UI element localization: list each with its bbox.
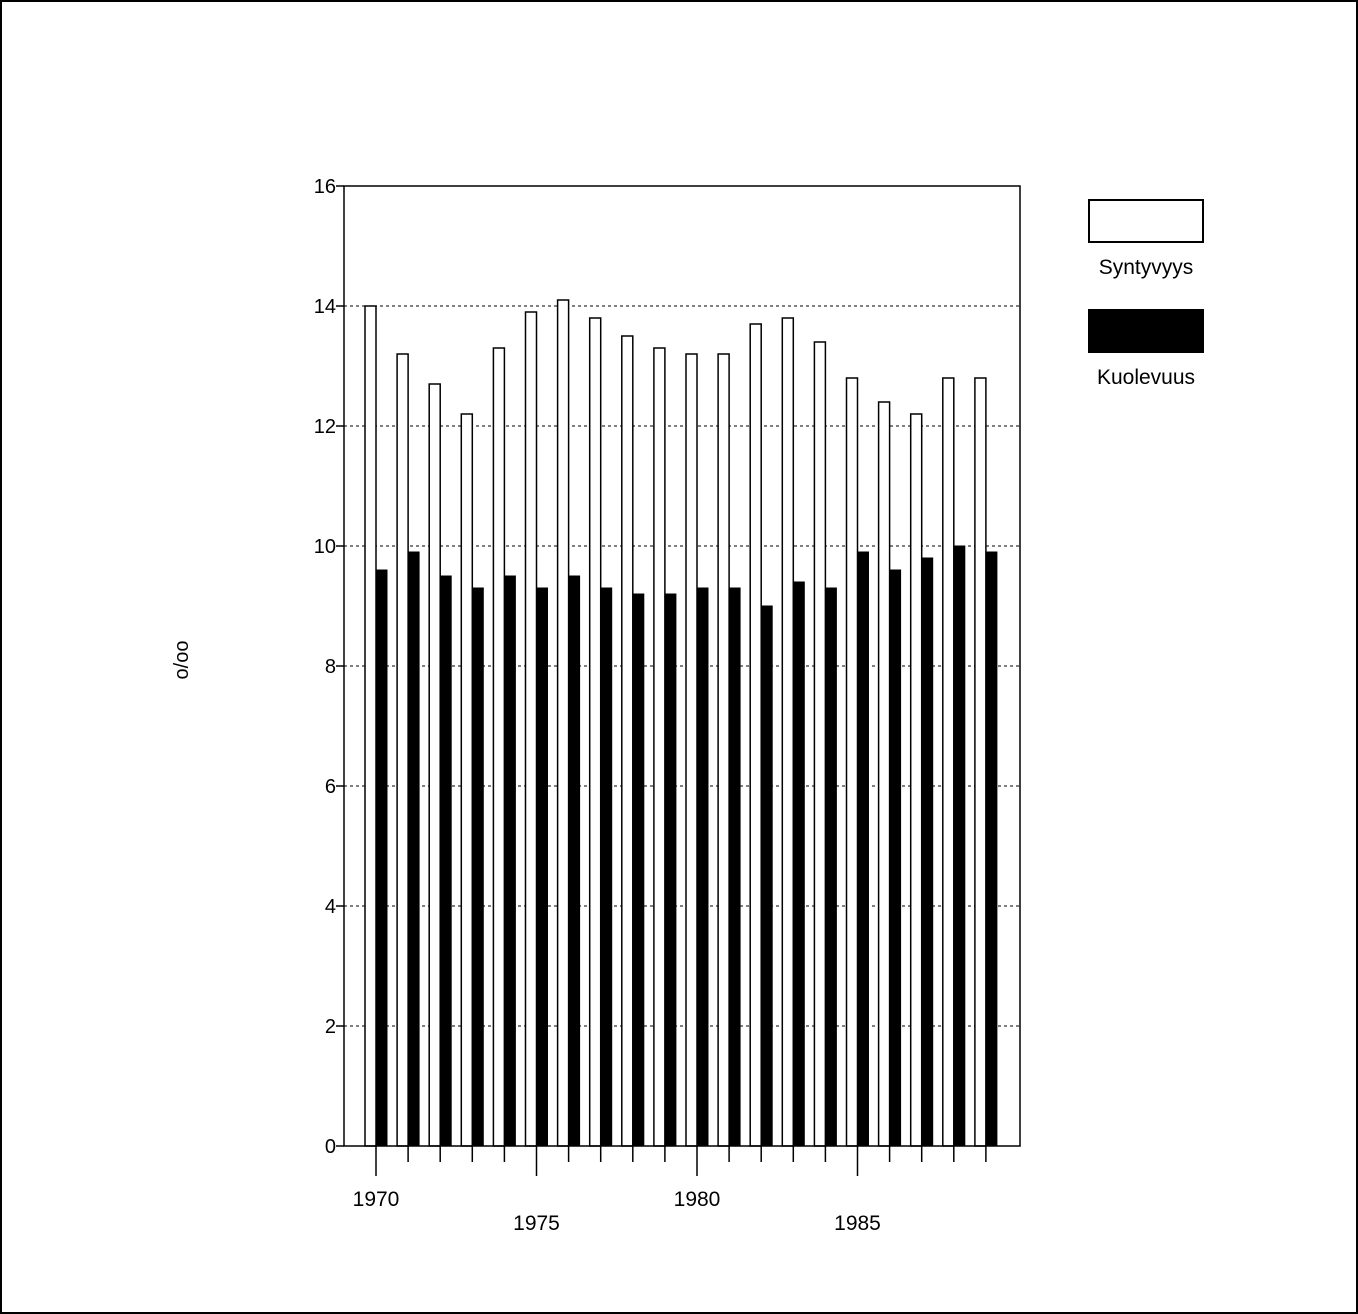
bar-syntyvyys bbox=[781, 317, 795, 1147]
legend-swatch-kuolevuus bbox=[1088, 309, 1204, 353]
bar-kuolevuus bbox=[696, 587, 709, 1147]
bar-kuolevuus bbox=[407, 551, 420, 1147]
bar-syntyvyys bbox=[621, 335, 634, 1147]
bar-syntyvyys bbox=[942, 377, 955, 1147]
y-tick-label: 12 bbox=[314, 416, 336, 438]
bar-syntyvyys bbox=[556, 299, 570, 1147]
y-tick-label: 6 bbox=[325, 776, 336, 798]
bar-syntyvyys bbox=[364, 305, 377, 1147]
legend: Syntyvyys Kuolevuus bbox=[1088, 199, 1204, 389]
bar-syntyvyys bbox=[460, 413, 474, 1147]
y-tick-label: 8 bbox=[325, 656, 336, 678]
bar-kuolevuus bbox=[471, 587, 484, 1147]
y-tick-label: 0 bbox=[325, 1136, 336, 1158]
bar-syntyvyys bbox=[396, 353, 409, 1147]
bar-syntyvyys bbox=[749, 323, 762, 1147]
bar-kuolevuus bbox=[439, 575, 452, 1147]
bar-syntyvyys bbox=[685, 353, 698, 1147]
bar-kuolevuus bbox=[792, 581, 805, 1147]
x-tick-label: 1970 bbox=[353, 1188, 400, 1211]
bar-kuolevuus bbox=[503, 575, 516, 1147]
x-tick-label: 1985 bbox=[834, 1212, 881, 1235]
bar-syntyvyys bbox=[428, 383, 441, 1147]
grid-lines bbox=[344, 305, 1020, 1027]
bar-syntyvyys bbox=[813, 341, 827, 1147]
bar-kuolevuus bbox=[664, 593, 677, 1147]
bar-kuolevuus bbox=[632, 593, 645, 1147]
bar-syntyvyys bbox=[588, 317, 602, 1147]
y-axis-title: o/oo bbox=[171, 641, 193, 680]
bar-syntyvyys bbox=[845, 377, 859, 1147]
bars bbox=[364, 299, 998, 1147]
legend-swatch-syntyvyys bbox=[1088, 199, 1204, 243]
bar-kuolevuus bbox=[600, 587, 613, 1147]
x-tick-label: 1980 bbox=[674, 1188, 721, 1211]
bar-kuolevuus bbox=[375, 569, 388, 1147]
y-tick-label: 16 bbox=[314, 176, 336, 198]
y-tick-label: 10 bbox=[314, 536, 336, 558]
bar-syntyvyys bbox=[877, 401, 891, 1147]
bar-kuolevuus bbox=[857, 551, 869, 1147]
bar-kuolevuus bbox=[536, 587, 548, 1147]
bar-syntyvyys bbox=[653, 347, 666, 1147]
bar-syntyvyys bbox=[492, 347, 506, 1147]
bar-kuolevuus bbox=[760, 605, 773, 1147]
bar-kuolevuus bbox=[953, 545, 966, 1147]
y-tick-label: 4 bbox=[325, 896, 336, 918]
bar-kuolevuus bbox=[824, 587, 837, 1147]
legend-label-syntyvyys: Syntyvyys bbox=[1099, 256, 1194, 279]
bar-syntyvyys bbox=[974, 377, 987, 1147]
bar-syntyvyys bbox=[524, 311, 538, 1147]
bar-syntyvyys bbox=[717, 353, 730, 1147]
bar-kuolevuus bbox=[889, 569, 902, 1147]
y-tick-label: 14 bbox=[314, 296, 336, 318]
axes: 0 2 4 6 8 10 12 14 16 1970 1975 1980 1985 bbox=[314, 176, 987, 1235]
bar-kuolevuus bbox=[921, 557, 934, 1147]
bar-syntyvyys bbox=[909, 413, 923, 1147]
legend-label-kuolevuus: Kuolevuus bbox=[1097, 366, 1195, 389]
y-tick-label: 2 bbox=[325, 1016, 336, 1038]
bar-kuolevuus bbox=[568, 575, 581, 1147]
bar-kuolevuus bbox=[985, 551, 998, 1147]
bar-kuolevuus bbox=[728, 587, 741, 1147]
x-tick-label: 1975 bbox=[513, 1212, 560, 1235]
